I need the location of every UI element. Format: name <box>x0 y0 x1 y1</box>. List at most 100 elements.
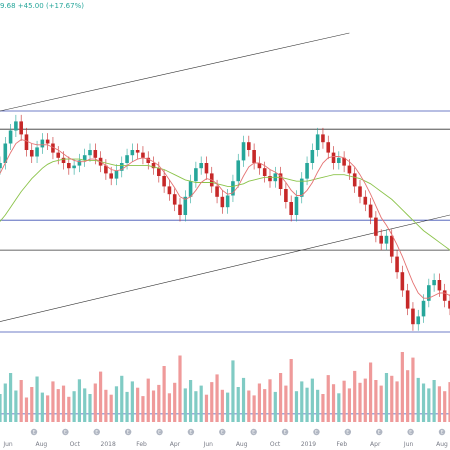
candle <box>352 166 357 193</box>
earnings-marker: E <box>250 428 257 436</box>
x-tick-label: Oct <box>270 441 281 448</box>
earnings-label: E <box>190 430 193 436</box>
volume-bar <box>358 382 362 422</box>
candle <box>3 137 8 170</box>
earnings-marker: E <box>438 428 446 436</box>
candle <box>135 143 140 160</box>
candle-body <box>119 163 124 171</box>
volume-bar <box>3 383 7 422</box>
volume-bar <box>427 388 431 422</box>
ma-short-line <box>0 139 450 299</box>
earnings-icon <box>30 428 38 436</box>
candle <box>114 164 119 186</box>
candle-body <box>167 186 172 195</box>
volume-bar <box>379 385 383 422</box>
candle <box>342 151 346 173</box>
candle <box>172 187 177 212</box>
volume-bar <box>321 394 325 422</box>
candle <box>278 166 283 196</box>
candle <box>421 294 426 323</box>
earnings-label: E <box>221 430 224 436</box>
volume-bar <box>114 386 119 422</box>
candle <box>82 148 87 167</box>
earnings-label: E <box>33 430 36 436</box>
candle-body <box>14 121 18 131</box>
x-tick-label: Aug <box>436 441 448 448</box>
candle-body <box>395 256 399 273</box>
earnings-icon <box>219 428 226 436</box>
candle <box>162 169 166 193</box>
candle-body <box>109 173 113 179</box>
candle <box>299 172 304 204</box>
volume-bar <box>284 385 288 422</box>
volume-bar <box>72 391 76 422</box>
candle-body <box>247 142 251 150</box>
volume-bar <box>109 394 113 422</box>
candle-body <box>151 163 156 169</box>
candle-body <box>337 157 341 163</box>
x-tick-label: Jun <box>2 441 13 448</box>
trendlines <box>0 32 450 322</box>
volume-bar <box>30 387 34 422</box>
candle-body <box>24 134 29 150</box>
volume-bar <box>342 380 346 422</box>
candle <box>374 211 378 243</box>
volume-bar <box>14 390 18 422</box>
candle <box>384 229 389 251</box>
candle <box>411 302 415 331</box>
volume-bar <box>61 385 66 422</box>
candle-body <box>262 168 267 176</box>
candle <box>241 135 246 167</box>
candle-body <box>411 308 415 325</box>
candle <box>268 169 272 188</box>
volume-bar <box>432 380 436 422</box>
volume-bar <box>252 395 256 422</box>
candle-body <box>448 300 450 309</box>
volume-bar <box>0 394 2 422</box>
volume-bar <box>183 388 187 422</box>
candle-body <box>215 186 219 197</box>
candle <box>363 190 368 212</box>
candle-body <box>45 139 50 144</box>
candle-body <box>241 142 246 161</box>
candle-body <box>35 147 39 157</box>
volume-bar <box>194 391 198 422</box>
volume-bar <box>400 352 404 422</box>
candle <box>284 182 288 209</box>
x-tick-label: Jun <box>403 441 414 448</box>
volume-bar <box>226 392 230 422</box>
earnings-icon <box>438 428 446 436</box>
candle-body <box>294 196 299 215</box>
volume-bar <box>162 366 166 422</box>
volume-bar <box>67 396 71 422</box>
candle-body <box>384 235 389 244</box>
earnings-label: E <box>95 430 98 436</box>
x-tick-label: Apr <box>170 441 181 448</box>
volume-bar <box>247 390 251 422</box>
candle-body <box>432 280 436 286</box>
candle-body <box>321 134 325 143</box>
earnings-marker: E <box>62 428 69 436</box>
candle-body <box>93 150 98 158</box>
candle <box>427 278 431 308</box>
candle-body <box>389 235 394 257</box>
volume-bar <box>173 382 177 422</box>
candle <box>358 179 362 204</box>
volume-bar <box>93 383 97 422</box>
candle <box>337 151 341 170</box>
candle <box>289 195 293 222</box>
candle-body <box>315 134 320 150</box>
volume-bar <box>241 377 246 422</box>
candle <box>379 229 383 251</box>
candle-body <box>374 217 378 236</box>
candle-body <box>379 235 383 244</box>
candle-body <box>135 150 140 153</box>
candle <box>326 135 331 160</box>
candle-body <box>188 181 193 197</box>
candle <box>77 153 82 173</box>
candle <box>130 143 135 162</box>
candle <box>204 156 209 180</box>
x-tick-label: Jun <box>203 441 214 448</box>
